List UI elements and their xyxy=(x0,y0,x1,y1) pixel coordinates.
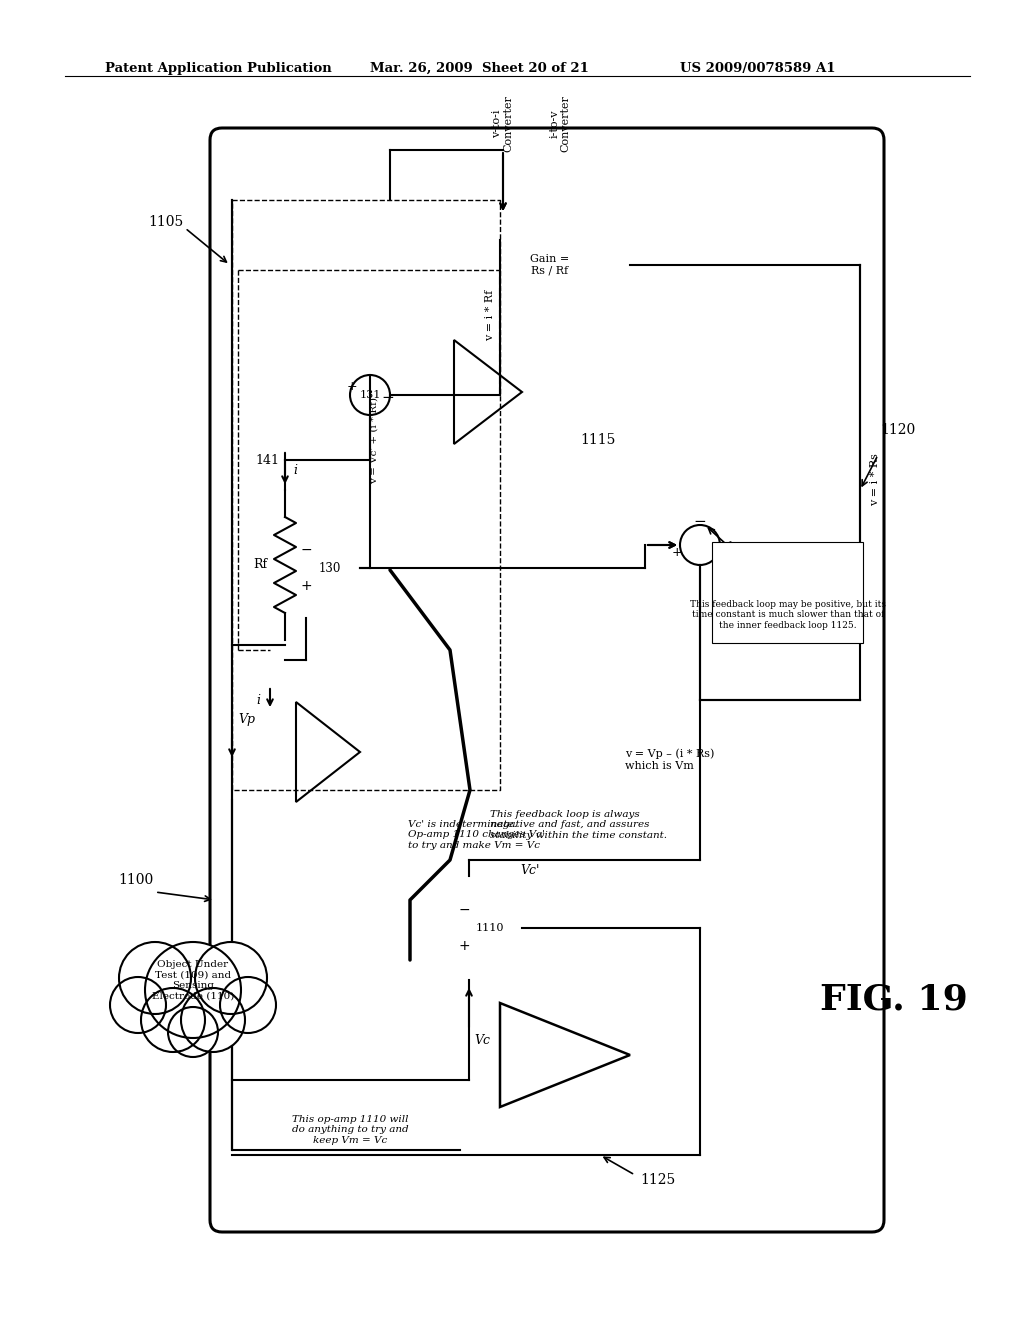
Text: +: + xyxy=(300,579,312,593)
Text: Rf: Rf xyxy=(253,558,267,572)
Text: Mar. 26, 2009  Sheet 20 of 21: Mar. 26, 2009 Sheet 20 of 21 xyxy=(370,62,589,75)
Text: 141: 141 xyxy=(255,454,279,466)
Text: v = Vc' + (i * Rf): v = Vc' + (i * Rf) xyxy=(370,396,379,483)
Circle shape xyxy=(119,942,191,1014)
Text: This op-amp 1110 will
do anything to try and
keep Vm = Vc: This op-amp 1110 will do anything to try… xyxy=(292,1115,409,1144)
Text: Vp: Vp xyxy=(238,714,255,726)
Circle shape xyxy=(145,942,241,1038)
Circle shape xyxy=(195,942,267,1014)
Text: +: + xyxy=(347,380,357,393)
Text: +: + xyxy=(458,939,470,953)
Text: −: − xyxy=(382,389,394,404)
Text: This feedback loop is always
negative and fast, and assures
stability within the: This feedback loop is always negative an… xyxy=(490,810,667,840)
Circle shape xyxy=(168,1007,218,1057)
Text: 1125: 1125 xyxy=(640,1173,675,1187)
Text: Vc' is indeterminate.
Op-amp 1110 changes Vc'
to try and make Vm = Vc: Vc' is indeterminate. Op-amp 1110 change… xyxy=(408,820,545,850)
Text: 1120: 1120 xyxy=(880,422,915,437)
Circle shape xyxy=(220,977,276,1034)
Text: 1110: 1110 xyxy=(476,923,504,933)
Text: 1115: 1115 xyxy=(580,433,615,447)
Text: Vc': Vc' xyxy=(520,863,540,876)
Text: Object Under
Test (109) and
Sensing
Electrode (110): Object Under Test (109) and Sensing Elec… xyxy=(152,960,234,1001)
Circle shape xyxy=(141,987,205,1052)
Text: v = Vp – (i * Rs)
which is Vm: v = Vp – (i * Rs) which is Vm xyxy=(625,748,715,771)
Text: FIG. 19: FIG. 19 xyxy=(820,983,968,1016)
Text: US 2009/0078589 A1: US 2009/0078589 A1 xyxy=(680,62,836,75)
Text: 1105: 1105 xyxy=(148,215,183,228)
Text: v-to-i
Converter: v-to-i Converter xyxy=(493,95,514,152)
Circle shape xyxy=(110,977,166,1034)
Text: v = i * Rf: v = i * Rf xyxy=(485,289,495,341)
Text: −: − xyxy=(300,543,312,557)
Circle shape xyxy=(181,987,245,1052)
Text: Patent Application Publication: Patent Application Publication xyxy=(105,62,332,75)
Text: i-to-v
Converter: i-to-v Converter xyxy=(549,95,570,152)
Text: −: − xyxy=(458,903,470,917)
Text: Vc: Vc xyxy=(474,1034,490,1047)
Text: −: − xyxy=(693,515,707,529)
Text: Gain =
Rs / Rf: Gain = Rs / Rf xyxy=(530,255,569,276)
Text: 1100: 1100 xyxy=(118,873,154,887)
Text: This feedback loop may be positive, but its
time constant is much slower than th: This feedback loop may be positive, but … xyxy=(690,601,886,630)
Text: +: + xyxy=(672,546,682,560)
Text: 130: 130 xyxy=(318,561,341,574)
Text: i: i xyxy=(256,693,260,706)
Text: 131: 131 xyxy=(359,389,381,400)
FancyBboxPatch shape xyxy=(712,543,863,643)
Text: i: i xyxy=(293,463,297,477)
Text: v = i * Rs: v = i * Rs xyxy=(870,454,880,507)
